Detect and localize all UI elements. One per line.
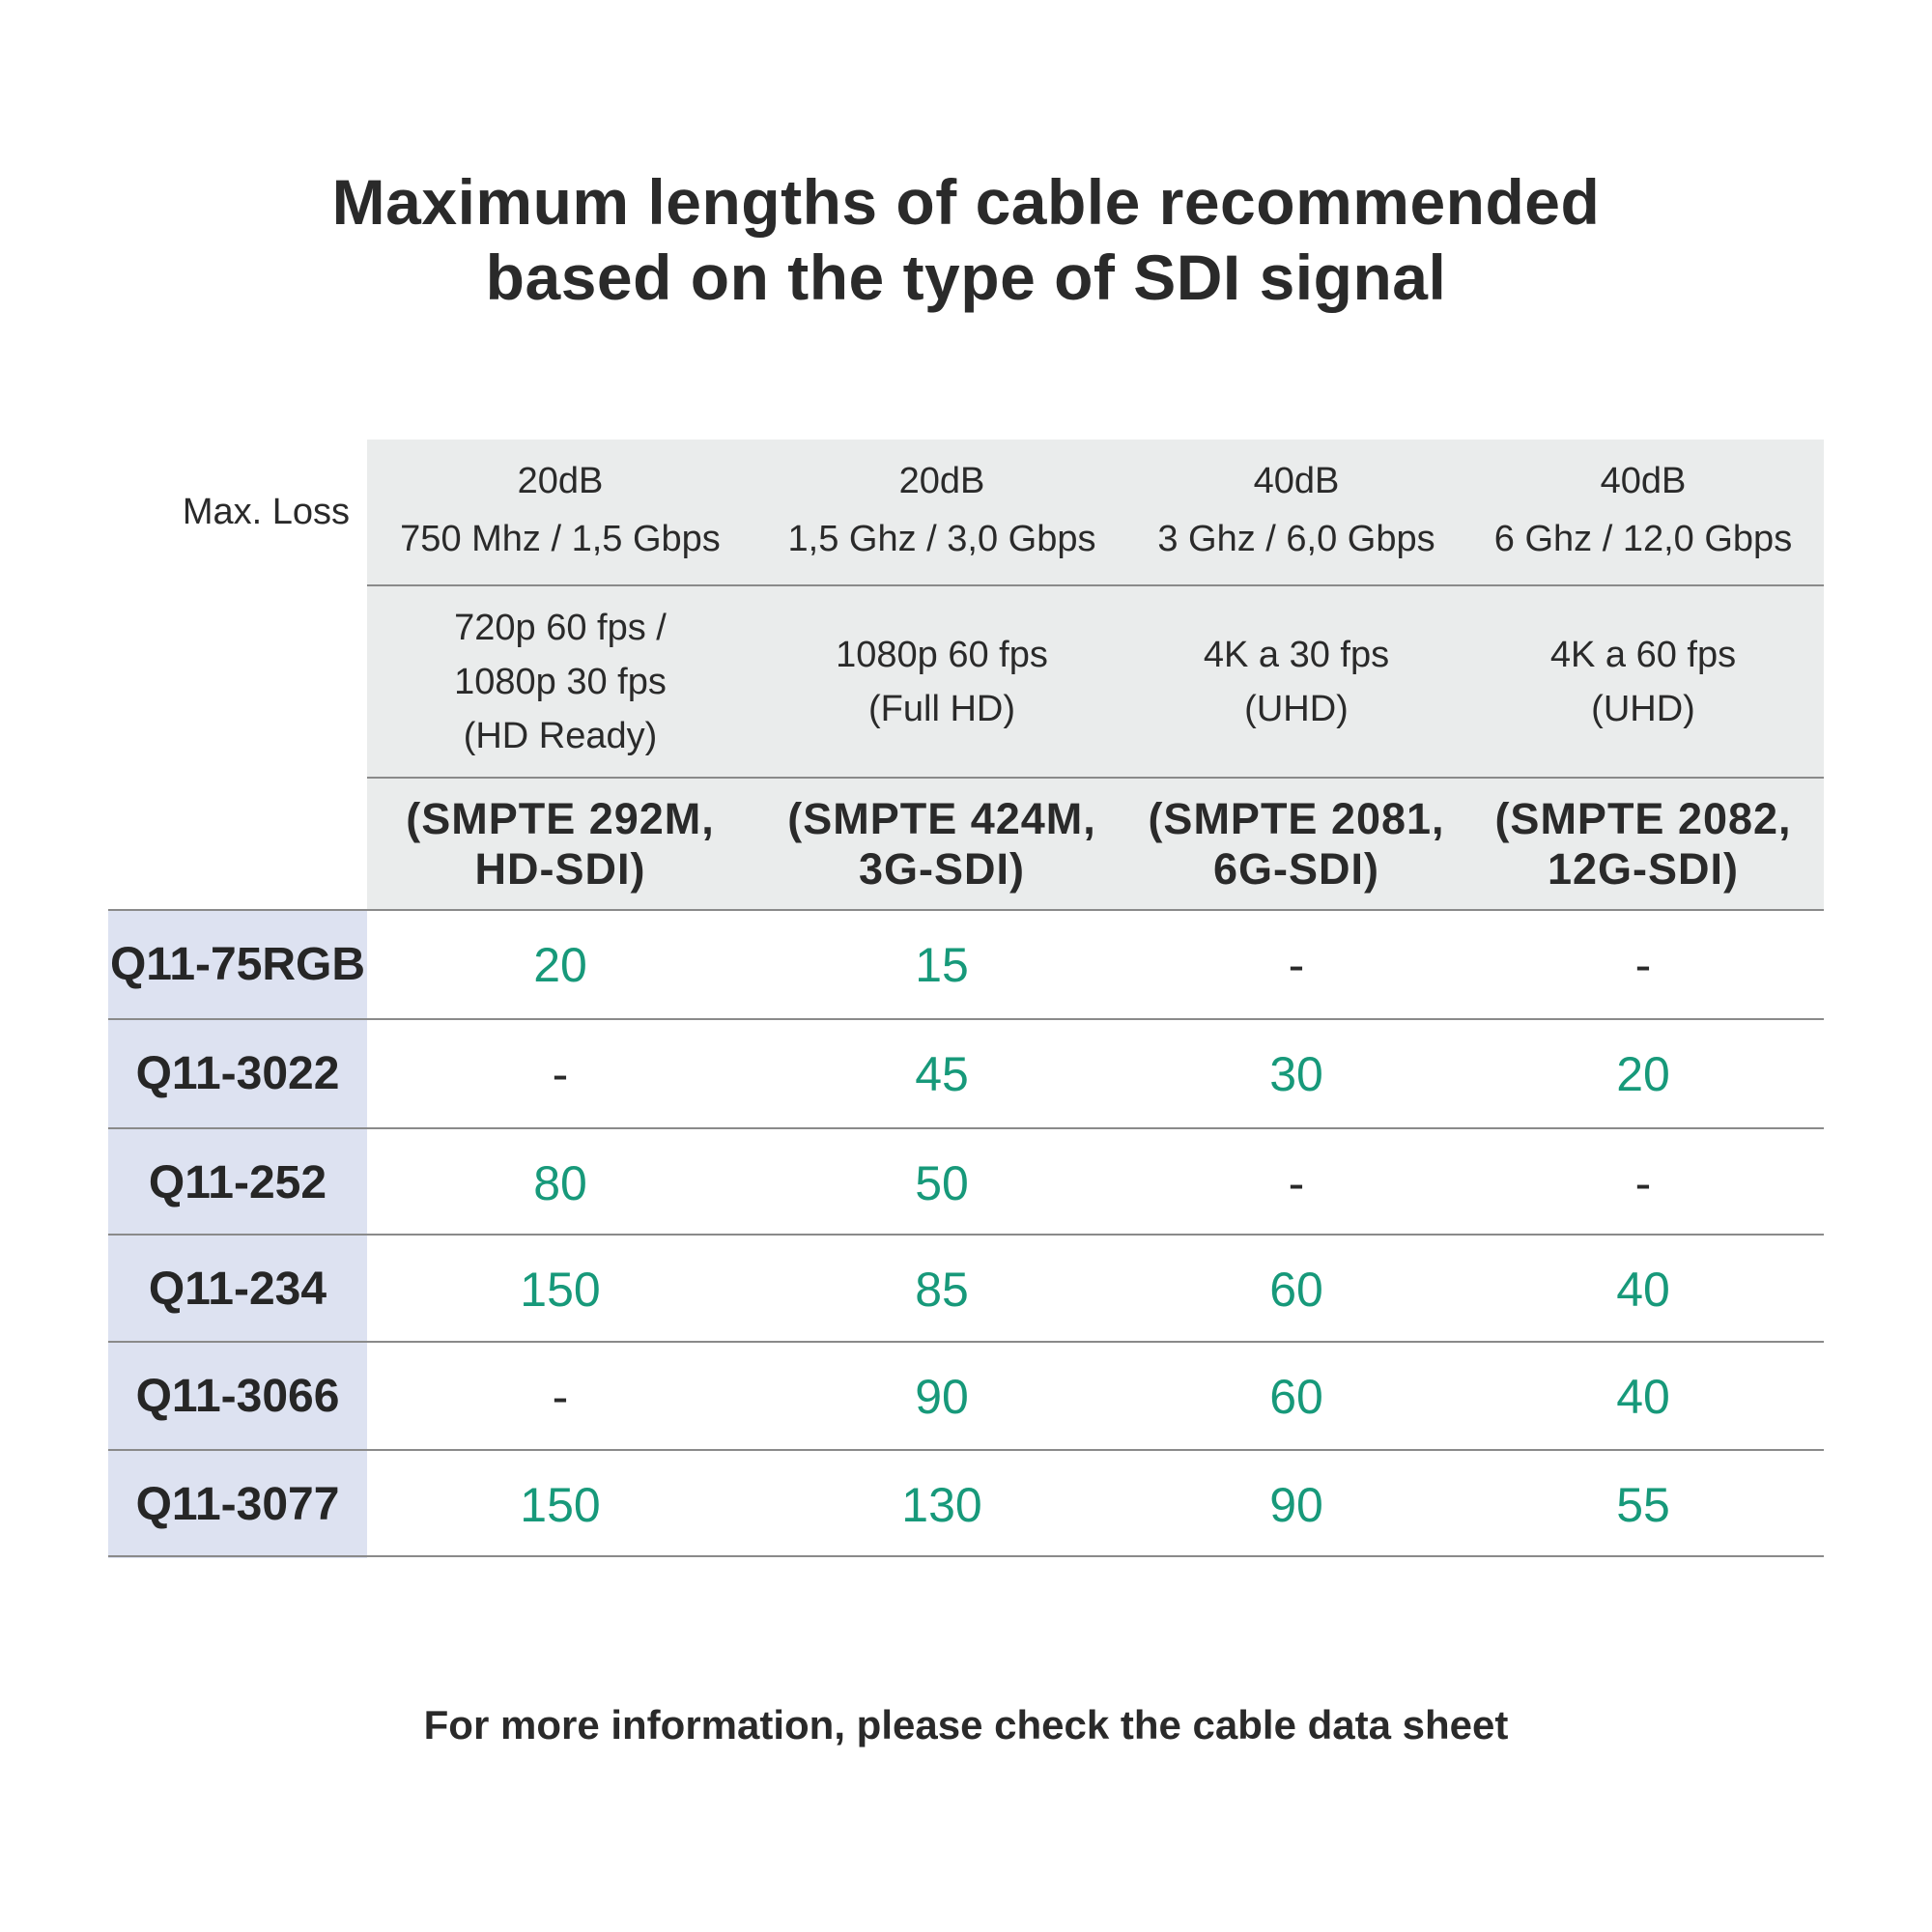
loss-value: 40dB bbox=[1600, 461, 1687, 501]
header-cell: 4K a 30 fps (UHD) bbox=[1130, 586, 1463, 777]
length-value: 55 bbox=[1616, 1477, 1670, 1532]
length-value: - bbox=[1634, 1155, 1652, 1210]
length-value: - bbox=[1288, 1155, 1305, 1210]
frequency-value: 1,5 Ghz / 3,0 Gbps bbox=[787, 519, 1096, 559]
header-cell: (SMPTE 2081, 6G-SDI) bbox=[1130, 779, 1463, 909]
length-value: 50 bbox=[915, 1155, 969, 1210]
header-cell: (SMPTE 292M, HD-SDI) bbox=[367, 779, 753, 909]
length-value: 90 bbox=[915, 1369, 969, 1424]
length-value: 85 bbox=[915, 1262, 969, 1317]
divider bbox=[108, 1555, 1824, 1557]
cable-label: Q11-234 bbox=[108, 1236, 367, 1343]
standard-line: HD-SDI) bbox=[474, 843, 646, 894]
resolution-line: 4K a 60 fps bbox=[1549, 634, 1737, 675]
header-cell: 4K a 60 fps (UHD) bbox=[1463, 586, 1824, 777]
divider bbox=[108, 1341, 1824, 1343]
resolution-line: 1080p 30 fps bbox=[454, 661, 667, 702]
cable-label: Q11-3022 bbox=[108, 1020, 367, 1127]
resolution-line: 1080p 60 fps bbox=[836, 634, 1048, 675]
length-value: - bbox=[1634, 937, 1652, 992]
length-value: 40 bbox=[1616, 1369, 1670, 1424]
divider bbox=[108, 1127, 1824, 1129]
cable-label: Q11-3077 bbox=[108, 1451, 367, 1558]
table-row: Q11-75RGB 20 15 - - bbox=[108, 911, 1824, 1018]
length-value: 40 bbox=[1616, 1262, 1670, 1317]
resolution-line: (Full HD) bbox=[868, 688, 1015, 729]
resolution-line: 4K a 30 fps bbox=[1203, 634, 1390, 675]
divider bbox=[108, 1234, 1824, 1236]
length-value: 130 bbox=[901, 1477, 982, 1532]
standard-line: 6G-SDI) bbox=[1212, 843, 1379, 894]
header-cell: 40dB 3 Ghz / 6,0 Gbps bbox=[1130, 440, 1463, 584]
table-row: Q11-3022 - 45 30 20 bbox=[108, 1020, 1824, 1127]
length-value: 45 bbox=[915, 1046, 969, 1101]
frequency-value: 750 Mhz / 1,5 Gbps bbox=[400, 519, 721, 559]
resolution-line: (UHD) bbox=[1591, 688, 1695, 729]
footer-note: For more information, please check the c… bbox=[423, 1702, 1509, 1747]
header-cell: 40dB 6 Ghz / 12,0 Gbps bbox=[1463, 440, 1824, 584]
cable-label: Q11-75RGB bbox=[108, 911, 367, 1018]
length-value: 90 bbox=[1269, 1477, 1323, 1532]
title-line-1: Maximum lengths of cable recommended bbox=[331, 166, 1601, 238]
standard-line: (SMPTE 2081, bbox=[1148, 793, 1445, 843]
resolution-line: (UHD) bbox=[1244, 688, 1349, 729]
resolution-line: (HD Ready) bbox=[463, 715, 658, 756]
resolution-line: 720p 60 fps / bbox=[454, 607, 667, 648]
max-loss-label: Max. Loss bbox=[182, 491, 350, 532]
loss-value: 40dB bbox=[1253, 461, 1340, 501]
length-value: - bbox=[552, 1046, 569, 1101]
length-value: 80 bbox=[533, 1155, 587, 1210]
length-value: 150 bbox=[520, 1262, 601, 1317]
loss-value: 20dB bbox=[898, 461, 985, 501]
divider bbox=[108, 1449, 1824, 1451]
page-title: Maximum lengths of cable recommended bas… bbox=[0, 164, 1932, 315]
standard-line: 3G-SDI) bbox=[858, 843, 1025, 894]
header-row-resolution: 720p 60 fps / 1080p 30 fps (HD Ready) 10… bbox=[367, 586, 1824, 777]
header-row-loss: 20dB 750 Mhz / 1,5 Gbps 20dB 1,5 Ghz / 3… bbox=[367, 440, 1824, 584]
standard-line: 12G-SDI) bbox=[1547, 843, 1740, 894]
length-value: 30 bbox=[1269, 1046, 1323, 1101]
header-row-standard: (SMPTE 292M, HD-SDI) (SMPTE 424M, 3G-SDI… bbox=[367, 779, 1824, 909]
header-cell: 20dB 750 Mhz / 1,5 Gbps bbox=[367, 440, 753, 584]
table-row: Q11-3077 150 130 90 55 bbox=[108, 1451, 1824, 1558]
length-value: 150 bbox=[520, 1477, 601, 1532]
cable-label: Q11-3066 bbox=[108, 1343, 367, 1450]
table-header: 20dB 750 Mhz / 1,5 Gbps 20dB 1,5 Ghz / 3… bbox=[367, 440, 1824, 909]
header-cell: (SMPTE 2082, 12G-SDI) bbox=[1463, 779, 1824, 909]
length-value: 15 bbox=[915, 937, 969, 992]
table-row: Q11-252 80 50 - - bbox=[108, 1129, 1824, 1236]
header-cell: 1080p 60 fps (Full HD) bbox=[753, 586, 1130, 777]
divider bbox=[108, 1018, 1824, 1020]
cable-label: Q11-252 bbox=[108, 1129, 367, 1236]
length-value: 60 bbox=[1269, 1369, 1323, 1424]
loss-value: 20dB bbox=[517, 461, 604, 501]
header-cell: 20dB 1,5 Ghz / 3,0 Gbps bbox=[753, 440, 1130, 584]
length-value: 20 bbox=[1616, 1046, 1670, 1101]
header-cell: (SMPTE 424M, 3G-SDI) bbox=[753, 779, 1130, 909]
divider bbox=[108, 909, 1824, 911]
frequency-value: 6 Ghz / 12,0 Gbps bbox=[1493, 519, 1793, 559]
length-value: 60 bbox=[1269, 1262, 1323, 1317]
table-row: Q11-234 150 85 60 40 bbox=[108, 1236, 1824, 1343]
title-line-2: based on the type of SDI signal bbox=[485, 242, 1447, 313]
header-cell: 720p 60 fps / 1080p 30 fps (HD Ready) bbox=[367, 586, 753, 777]
length-value: 20 bbox=[533, 937, 587, 992]
standard-line: (SMPTE 292M, bbox=[406, 793, 715, 843]
table-row: Q11-3066 - 90 60 40 bbox=[108, 1343, 1824, 1450]
length-value: - bbox=[1288, 937, 1305, 992]
frequency-value: 3 Ghz / 6,0 Gbps bbox=[1157, 519, 1435, 559]
standard-line: (SMPTE 2082, bbox=[1494, 793, 1792, 843]
divider bbox=[367, 777, 1824, 779]
length-value: - bbox=[552, 1369, 569, 1424]
standard-line: (SMPTE 424M, bbox=[787, 793, 1096, 843]
divider bbox=[367, 584, 1824, 586]
